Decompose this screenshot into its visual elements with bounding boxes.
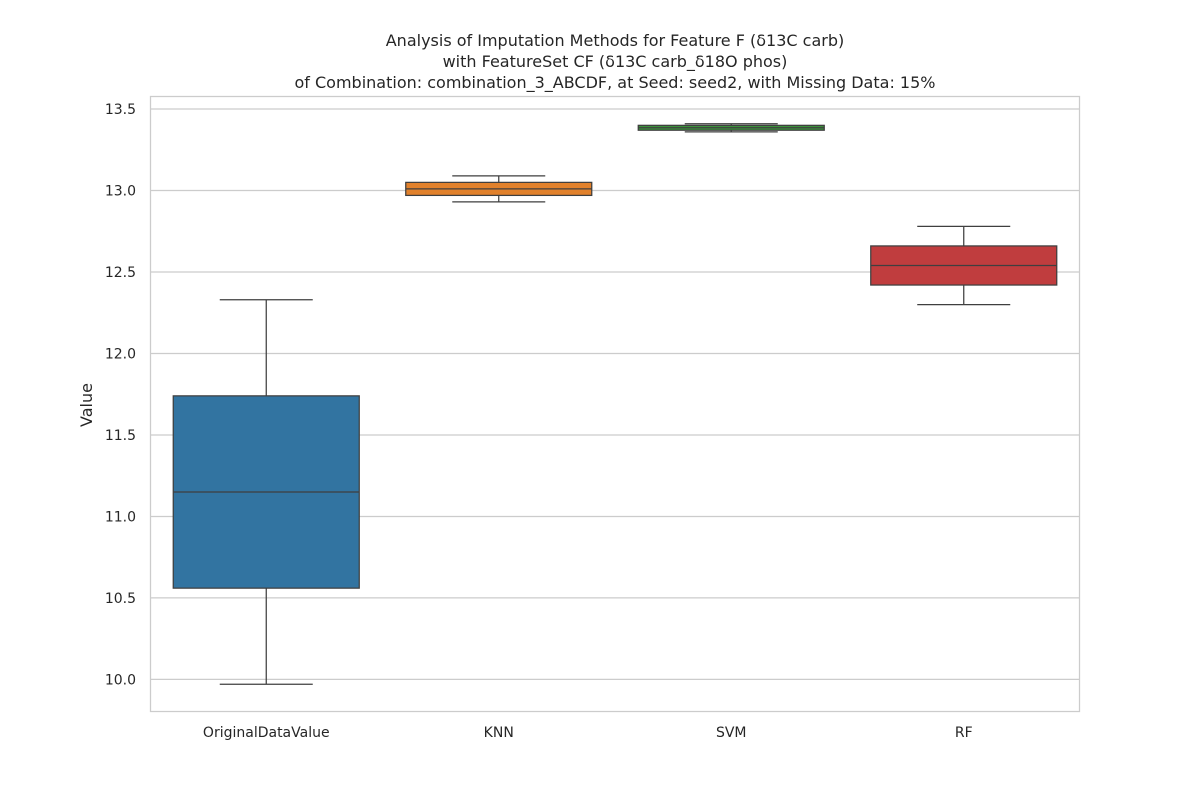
x-tick-label: KNN — [484, 725, 514, 741]
y-tick-label: 10.0 — [105, 672, 136, 688]
boxes — [172, 123, 1058, 685]
y-tick-label: 11.0 — [105, 509, 136, 525]
x-tick-labels: OriginalDataValue KNN SVM RF — [203, 725, 973, 741]
box-rf — [870, 225, 1058, 306]
box-knn — [405, 175, 593, 203]
y-tick-labels: 10.0 10.5 11.0 11.5 12.0 12.5 13.0 13.5 — [105, 102, 136, 688]
y-tick-label: 12.0 — [105, 346, 136, 362]
y-tick-label: 11.5 — [105, 428, 136, 444]
x-tick-label: OriginalDataValue — [203, 725, 330, 741]
plot-frame — [149, 95, 1081, 713]
y-tick-label: 13.0 — [105, 184, 136, 200]
title-line-3: of Combination: combination_3_ABCDF, at … — [295, 73, 936, 93]
title-line-2: with FeatureSet CF (δ13C carb_δ18O phos) — [443, 52, 788, 72]
x-tick-label: SVM — [716, 725, 747, 741]
box-svm — [637, 123, 825, 133]
y-tick-label: 13.5 — [105, 102, 136, 118]
chart-title: Analysis of Imputation Methods for Featu… — [295, 31, 936, 93]
x-tick-label: RF — [955, 725, 973, 741]
y-tick-label: 12.5 — [105, 265, 136, 281]
y-tick-label: 10.5 — [105, 591, 136, 607]
y-axis-label: Value — [77, 383, 96, 427]
grid-lines — [150, 108, 1080, 681]
box-originaldatavalue — [172, 299, 360, 685]
title-line-1: Analysis of Imputation Methods for Featu… — [386, 31, 845, 50]
